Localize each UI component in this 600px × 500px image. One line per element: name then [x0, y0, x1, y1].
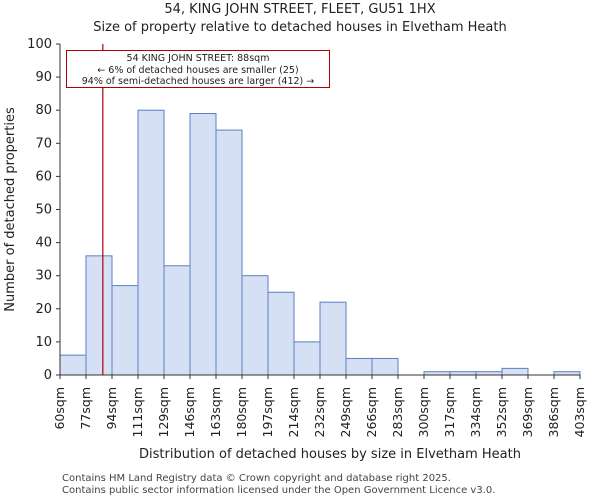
y-tick-label-80: 80	[35, 103, 52, 118]
annotation-box: 54 KING JOHN STREET: 88sqm ← 6% of detac…	[66, 50, 330, 88]
bar-197sqm	[267, 291, 295, 376]
footer-line-2: Contains public sector information licen…	[62, 485, 496, 496]
y-tick-label-10: 10	[35, 335, 52, 350]
x-axis-label: Distribution of detached houses by size …	[139, 447, 521, 462]
y-tick-label-60: 60	[35, 169, 52, 184]
x-tick-label-129sqm: 129sqm	[156, 387, 171, 437]
x-tick-label-180sqm: 180sqm	[234, 387, 249, 437]
x-tick-label-334sqm: 334sqm	[468, 387, 483, 437]
x-tick-label-386sqm: 386sqm	[546, 387, 561, 437]
y-tick-label-20: 20	[35, 302, 52, 317]
x-tick-label-197sqm: 197sqm	[260, 387, 275, 437]
y-tick-label-0: 0	[44, 368, 52, 383]
chart-title: 54, KING JOHN STREET, FLEET, GU51 1HX	[164, 2, 436, 17]
x-tick-label-146sqm: 146sqm	[182, 387, 197, 437]
bar-94sqm	[111, 285, 139, 376]
annotation-line-3: 94% of semi-detached houses are larger (…	[81, 76, 315, 87]
x-tick-label-369sqm: 369sqm	[520, 387, 535, 437]
bar-266sqm	[371, 357, 399, 376]
y-tick-label-30: 30	[35, 269, 52, 284]
x-tick-label-352sqm: 352sqm	[494, 387, 509, 437]
bar-129sqm	[163, 265, 191, 376]
x-tick-label-266sqm: 266sqm	[364, 387, 379, 437]
x-tick-label-60sqm: 60sqm	[52, 387, 67, 430]
bar-352sqm	[501, 367, 529, 376]
y-tick-label-40: 40	[35, 236, 52, 251]
x-tick-label-283sqm: 283sqm	[390, 387, 405, 437]
x-tick-label-403sqm: 403sqm	[572, 387, 587, 437]
bar-60sqm	[59, 354, 87, 376]
bar-232sqm	[319, 301, 347, 376]
y-tick-label-70: 70	[35, 136, 52, 151]
bar-111sqm	[137, 109, 165, 376]
x-tick-label-300sqm: 300sqm	[416, 387, 431, 437]
chart-subtitle: Size of property relative to detached ho…	[93, 20, 507, 35]
x-tick-label-111sqm: 111sqm	[130, 387, 145, 437]
bar-180sqm	[241, 275, 269, 376]
bar-77sqm	[85, 255, 113, 376]
x-tick-label-232sqm: 232sqm	[312, 387, 327, 437]
bar-214sqm	[293, 341, 321, 376]
x-tick-label-317sqm: 317sqm	[442, 387, 457, 437]
annotation-line-1: 54 KING JOHN STREET: 88sqm	[126, 53, 270, 64]
x-tick-label-214sqm: 214sqm	[286, 387, 301, 437]
footer-line-1: Contains HM Land Registry data © Crown c…	[62, 473, 451, 484]
bar-163sqm	[215, 129, 243, 376]
x-tick-label-249sqm: 249sqm	[338, 387, 353, 437]
bar-249sqm	[345, 357, 373, 376]
y-axis-label: Number of detached properties	[3, 107, 18, 312]
y-tick-label-100: 100	[27, 37, 52, 52]
y-tick-label-50: 50	[35, 203, 52, 218]
x-tick-label-94sqm: 94sqm	[104, 387, 119, 430]
y-tick-label-90: 90	[35, 70, 52, 85]
annotation-line-2: ← 6% of detached houses are smaller (25)	[97, 64, 299, 76]
x-tick-label-77sqm: 77sqm	[78, 387, 93, 430]
bar-146sqm	[189, 113, 217, 376]
x-tick-label-163sqm: 163sqm	[208, 387, 223, 437]
